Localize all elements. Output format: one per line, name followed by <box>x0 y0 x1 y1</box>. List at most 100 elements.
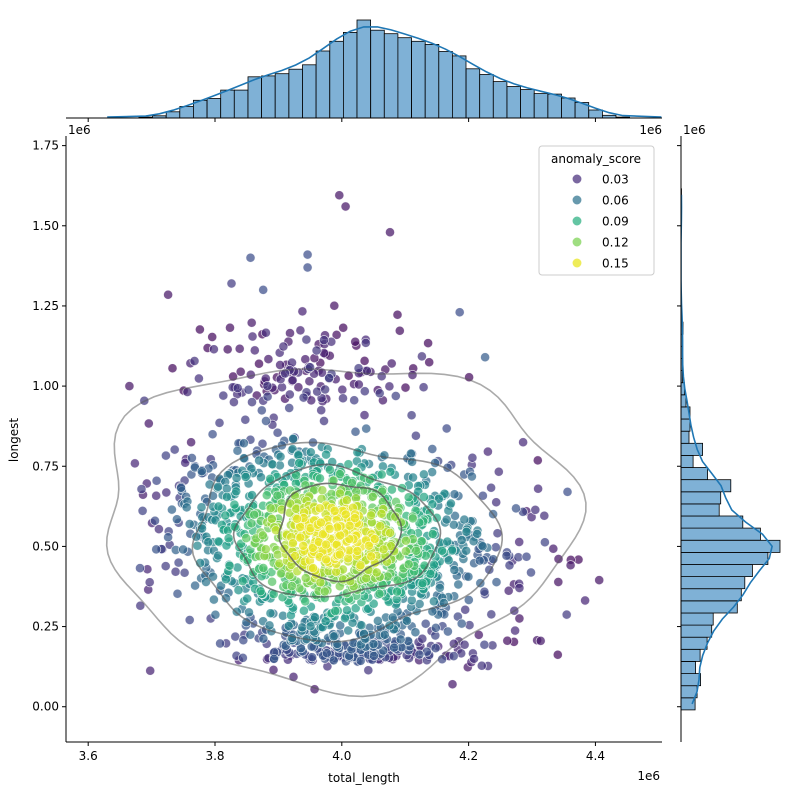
right-hist-bar <box>681 418 691 432</box>
right-hist-bar <box>681 454 694 468</box>
scatter-point <box>400 382 411 393</box>
scatter-point <box>256 405 267 416</box>
scatter-point <box>284 403 295 413</box>
top-hist-bar <box>588 109 603 118</box>
scatter-point <box>311 345 322 356</box>
top-hist-bar <box>520 89 535 118</box>
scatter-point <box>334 549 345 560</box>
top-hist-bar <box>547 93 562 118</box>
scatter-point <box>392 309 403 320</box>
scatter-point <box>265 503 276 514</box>
top-hist-bar <box>383 33 399 118</box>
right-hist-bar <box>681 612 714 626</box>
scatter-point <box>389 642 400 653</box>
y-tick-label: 1.50 <box>32 219 59 233</box>
scatter-point <box>287 375 298 386</box>
scatter-point <box>511 503 521 514</box>
right-hist-bar <box>681 430 690 444</box>
scatter-point <box>355 655 366 666</box>
scatter-point <box>329 300 340 311</box>
scatter-point <box>353 363 364 374</box>
scatter-point <box>338 393 348 404</box>
scatter-point <box>407 456 418 467</box>
scatter-point <box>266 513 277 524</box>
scatter-point <box>400 546 411 557</box>
scatter-point <box>190 580 201 591</box>
top-hist-bar <box>492 81 508 118</box>
scatter-point <box>272 427 283 438</box>
scatter-point <box>418 382 429 393</box>
scatter-point <box>169 444 180 455</box>
legend-label: 0.06 <box>602 194 629 208</box>
scatter-point <box>594 575 605 586</box>
top-hist-bar <box>479 74 494 118</box>
top-hist-bar <box>342 32 358 118</box>
scatter-point <box>181 502 192 513</box>
scatter-point <box>442 536 453 547</box>
scatter-point <box>324 523 335 534</box>
scatter-point <box>247 397 257 408</box>
scatter-point <box>226 278 237 289</box>
scatter-point <box>384 381 395 392</box>
x-tick-label: 3.6 <box>79 749 98 763</box>
scatter-point <box>275 451 286 462</box>
scatter-point <box>427 444 438 454</box>
scatter-point <box>186 437 197 448</box>
scatter-point <box>269 653 279 664</box>
scatter-point <box>361 423 372 434</box>
scatter-point <box>316 405 327 416</box>
scatter-point <box>278 341 289 352</box>
scatter-point <box>514 537 525 547</box>
legend-marker <box>571 215 583 227</box>
scatter-point <box>407 513 418 524</box>
scatter-point <box>375 521 386 532</box>
scatter-point <box>254 358 264 369</box>
scatter-point <box>176 482 186 493</box>
scatter-point <box>178 544 189 555</box>
scatter-point <box>166 504 177 515</box>
scatter-point <box>272 490 283 501</box>
scatter-point <box>445 498 456 509</box>
scatter-point <box>514 613 525 624</box>
top-hist-bar <box>533 93 549 118</box>
scatter-point <box>314 503 325 514</box>
right-hist-bar <box>681 442 704 456</box>
y-tick-label: 0.25 <box>32 620 59 634</box>
scatter-point <box>356 620 367 631</box>
right-marginal-histogram <box>681 188 781 711</box>
scatter-point <box>456 535 467 546</box>
scatter-point <box>363 665 374 676</box>
scatter-point <box>423 338 434 349</box>
scatter-point <box>319 416 329 426</box>
scatter-point <box>295 532 306 543</box>
scatter-point <box>427 467 438 478</box>
scatter-point <box>305 621 316 632</box>
scatter-point <box>433 493 444 504</box>
scatter-point <box>276 568 286 579</box>
scatter-point <box>366 510 376 521</box>
y-tick-label: 0.75 <box>32 459 59 473</box>
scatter-point <box>539 510 550 521</box>
scatter-point <box>330 606 341 616</box>
scatter-point <box>216 580 226 591</box>
legend-label: 0.15 <box>602 257 629 271</box>
legend-entries: 0.03 0.06 0.09 0.12 0.15 <box>571 173 629 271</box>
scatter-point <box>407 370 418 380</box>
x-tick-label: 4.0 <box>332 749 351 763</box>
scatter-point <box>232 445 243 456</box>
scatter-point <box>379 450 390 461</box>
kde-contour-line <box>191 441 504 643</box>
scatter-point <box>456 618 467 629</box>
scatter-point <box>553 554 564 564</box>
scatter-point <box>386 358 397 369</box>
scatter-point <box>414 649 425 660</box>
scatter-point <box>265 608 276 619</box>
scatter-point <box>249 509 260 520</box>
scatter-point <box>405 448 416 459</box>
right-hist-bar <box>681 394 687 408</box>
scatter-point <box>359 386 370 397</box>
scatter-point <box>372 615 383 626</box>
top-hist-bar <box>451 55 467 118</box>
scatter-point <box>366 551 377 562</box>
legend: anomaly_score 0.03 0.06 0.09 0.12 0.15 <box>538 145 655 276</box>
